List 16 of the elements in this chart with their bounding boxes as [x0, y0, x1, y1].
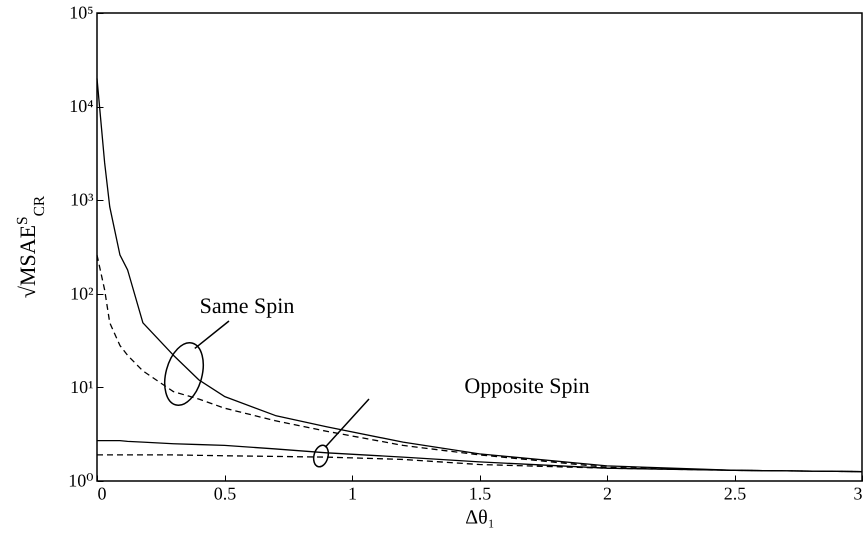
x-tick-label: 1.5: [468, 484, 492, 504]
y-tick-label: 10⁴: [69, 96, 94, 116]
y-tick-label: 10¹: [70, 376, 94, 397]
x-tick-label: 2.5: [724, 484, 746, 504]
x-tick-label: 0: [98, 484, 106, 504]
annotation: Same Spin: [200, 293, 294, 318]
x-tick-label: 3: [854, 484, 862, 504]
y-tick-label: 10⁵: [69, 2, 94, 22]
y-tick-label: 10⁰: [68, 470, 94, 490]
x-tick-label: 2: [603, 484, 612, 504]
annotation: Opposite Spin: [464, 373, 590, 398]
x-tick-label: 1: [348, 484, 357, 504]
x-tick-label: 0.5: [214, 484, 236, 504]
y-tick-label: 10²: [70, 283, 94, 304]
x-axis-title: Δθ₁: [465, 506, 495, 528]
y-tick-label: 10³: [70, 190, 94, 210]
